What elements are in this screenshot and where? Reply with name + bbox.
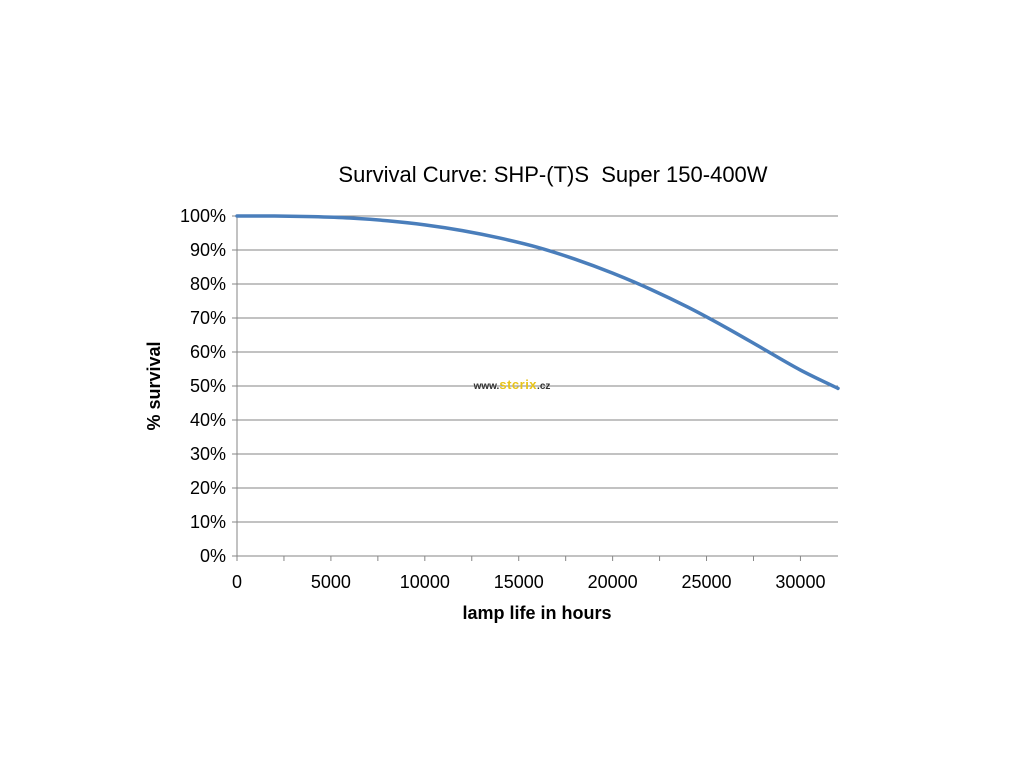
y-tick-label: 10%	[190, 512, 226, 532]
survival-curve-line	[235, 214, 840, 391]
y-tick-label: 30%	[190, 444, 226, 464]
watermark-brand: stcrix	[499, 377, 537, 392]
y-tick-label: 60%	[190, 342, 226, 362]
x-tick-label: 15000	[494, 572, 544, 592]
watermark-prefix: www.	[473, 381, 500, 392]
y-tick-label: 20%	[190, 478, 226, 498]
x-tick-label: 20000	[588, 572, 638, 592]
y-axis-title: % survival	[144, 341, 164, 430]
svg-text:www.stcrix.cz: www.stcrix.cz	[473, 377, 551, 392]
y-tick-label: 70%	[190, 308, 226, 328]
y-tick-label: 50%	[190, 376, 226, 396]
x-tick-labels: 0 5000 10000 15000 20000 25000 30000	[232, 572, 825, 592]
watermark-logo: www.stcrix.cz	[473, 377, 551, 392]
series-layer	[235, 214, 840, 391]
y-tick-labels: 0% 10% 20% 30% 40% 50% 60% 70% 80% 90% 100%	[180, 206, 226, 566]
x-tick-label: 30000	[775, 572, 825, 592]
x-tick-label: 25000	[682, 572, 732, 592]
x-tick-label: 10000	[400, 572, 450, 592]
y-tick-label: 40%	[190, 410, 226, 430]
watermark-suffix: .cz	[537, 381, 550, 392]
y-tick-label: 80%	[190, 274, 226, 294]
x-tick-label: 0	[232, 572, 242, 592]
x-tick-label: 5000	[311, 572, 351, 592]
y-tick-label: 100%	[180, 206, 226, 226]
y-tick-label: 0%	[200, 546, 226, 566]
axes	[232, 215, 838, 561]
x-axis-title: lamp life in hours	[462, 603, 611, 623]
y-tick-label: 90%	[190, 240, 226, 260]
chart-title: Survival Curve: SHP-(T)S Super 150-400W	[338, 162, 767, 187]
gridlines	[237, 215, 838, 523]
